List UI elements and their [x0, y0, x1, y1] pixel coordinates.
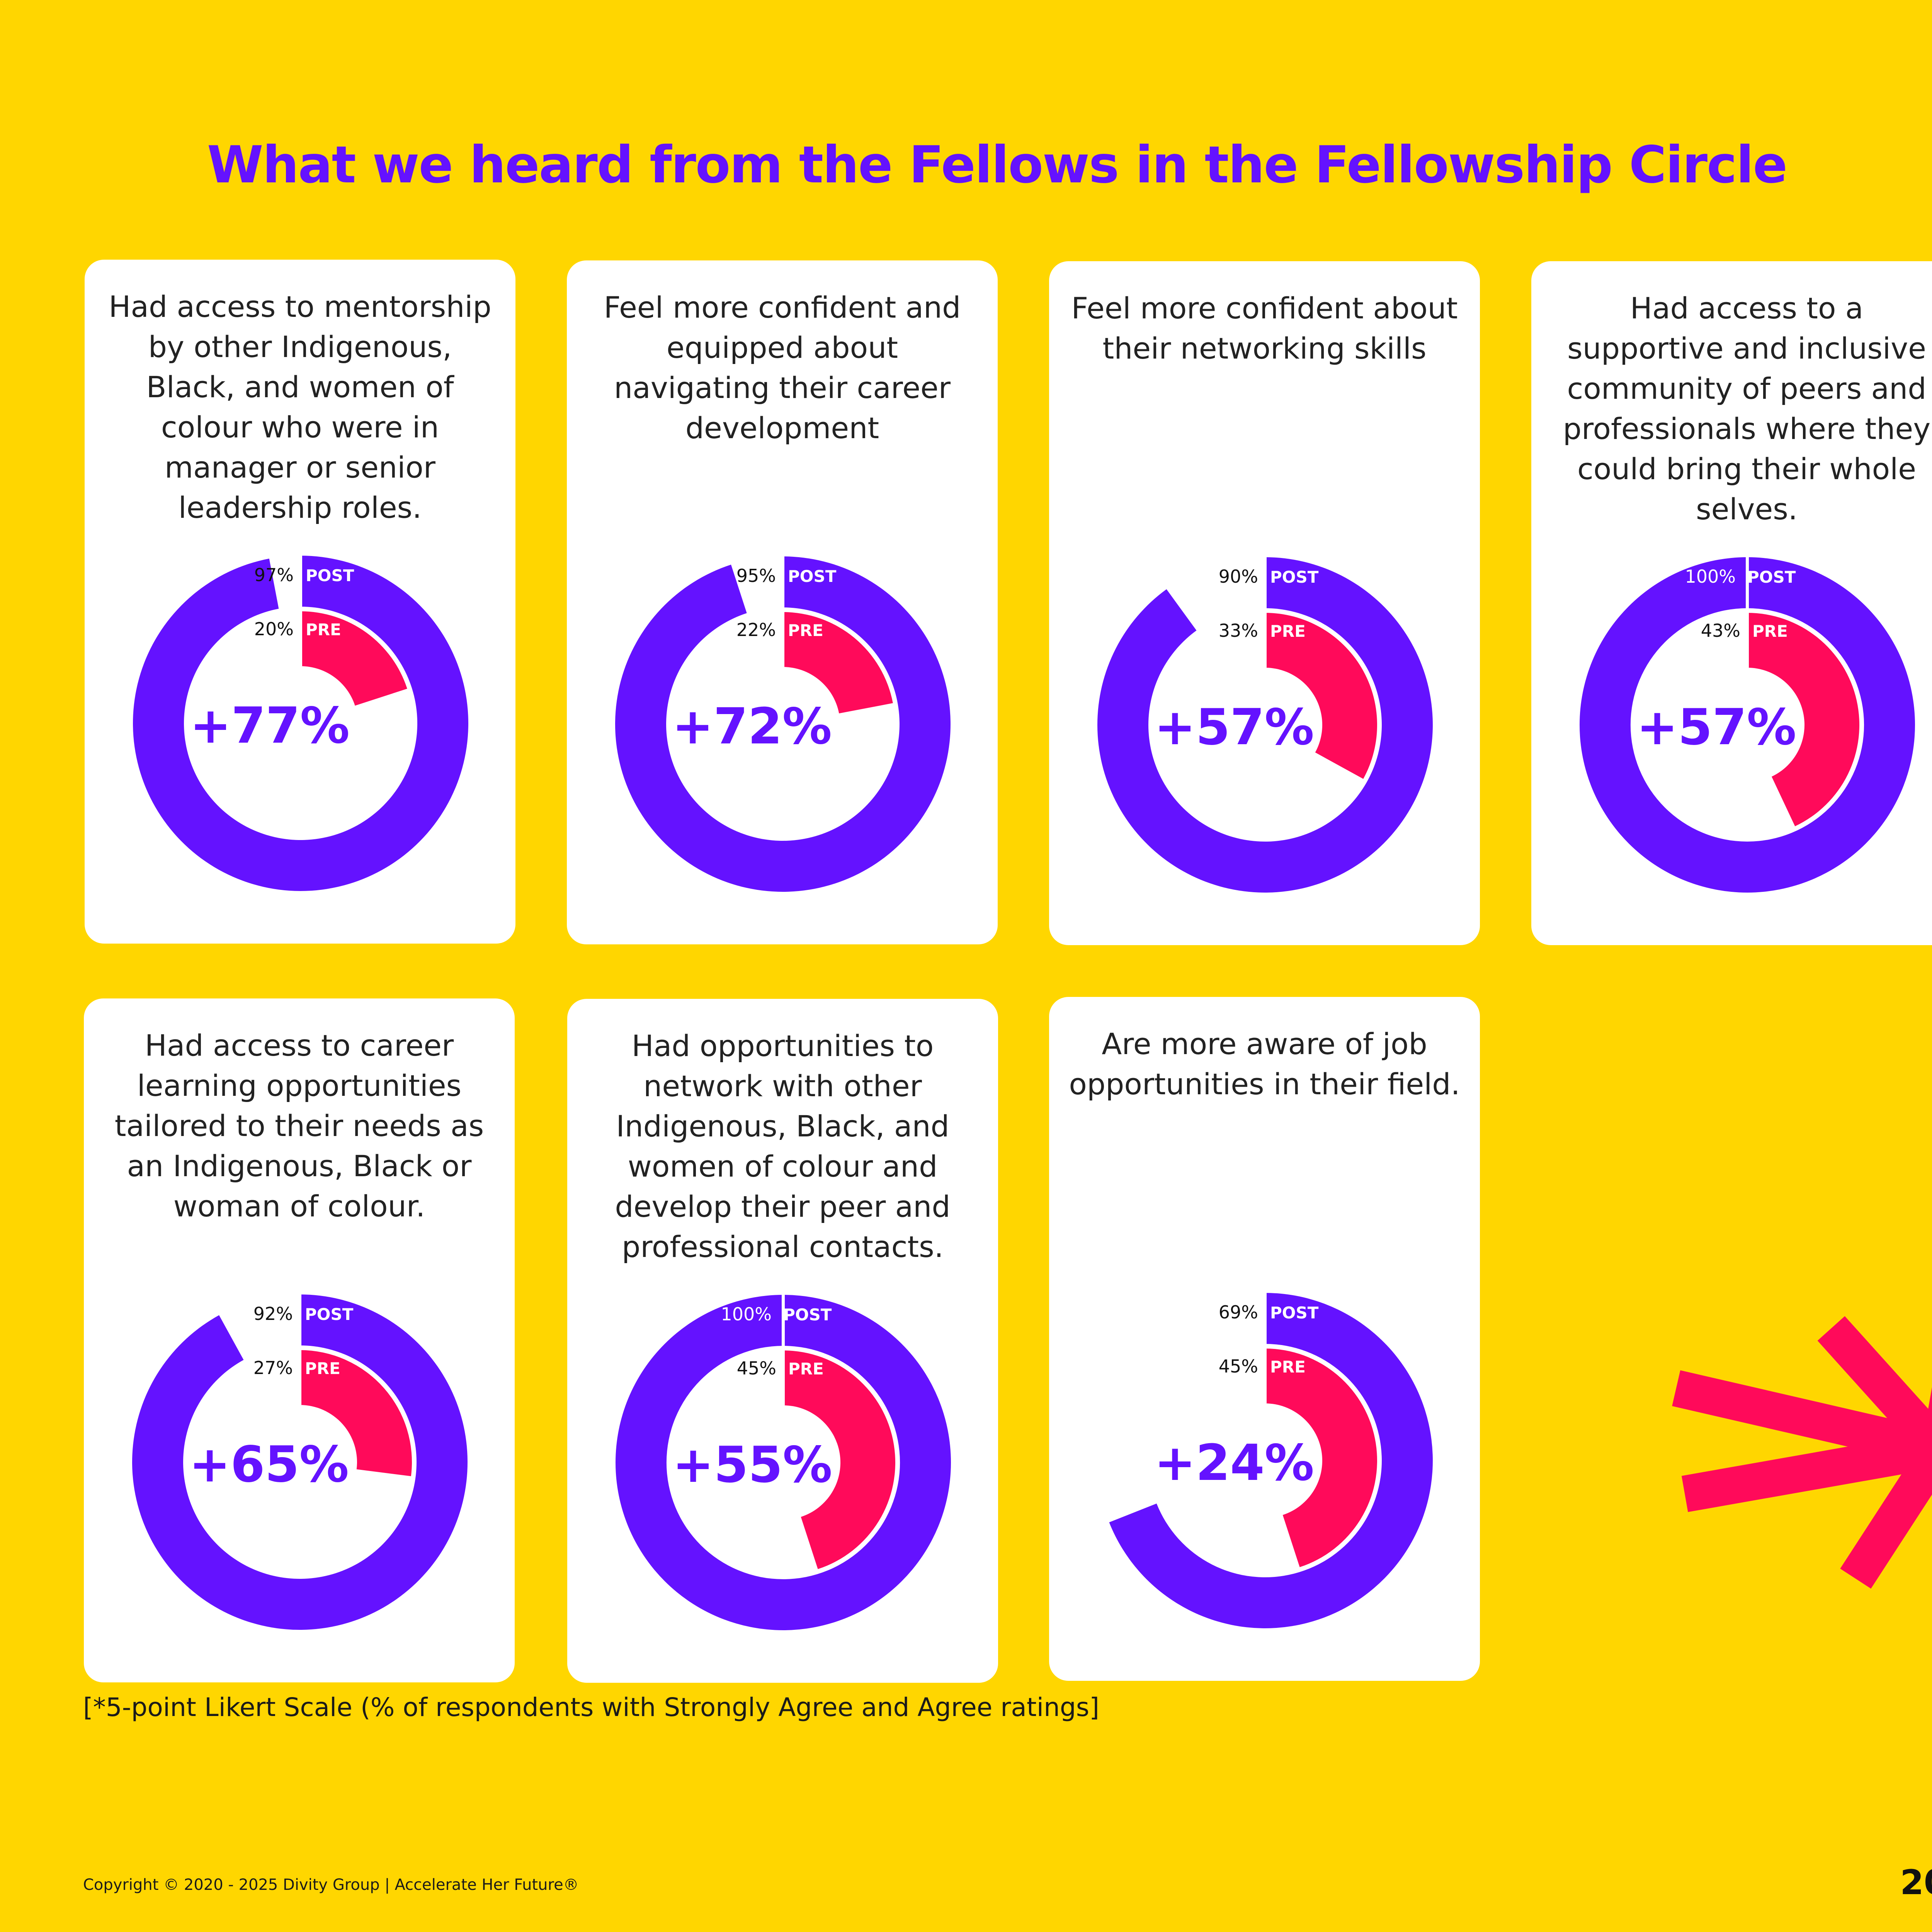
- change-value: +77%: [190, 697, 350, 755]
- post-label: POST: [1270, 568, 1319, 587]
- post-percent-label: 90%: [1219, 566, 1258, 587]
- pre-percent-label: 33%: [1219, 620, 1258, 641]
- donut-chart: 92% POST 27% PRE +65%: [130, 1292, 470, 1632]
- post-arc: [1580, 557, 1915, 893]
- change-value: +57%: [1636, 699, 1796, 756]
- pre-arc: [1265, 613, 1377, 779]
- survey-card: Had access to career learning opportunit…: [84, 998, 515, 1682]
- pre-percent-label: 20%: [254, 619, 294, 639]
- post-label: POST: [788, 567, 837, 586]
- pre-arc: [1747, 613, 1859, 827]
- card-statement: Feel more confident about their networki…: [1071, 291, 1458, 366]
- donut-chart: 100% POST 45% PRE +55%: [613, 1293, 953, 1633]
- post-label: POST: [1270, 1303, 1319, 1322]
- post-arc: [1109, 1293, 1433, 1628]
- pre-label: PRE: [1270, 1357, 1306, 1376]
- pre-percent-label: 43%: [1701, 620, 1740, 641]
- pre-label: PRE: [1752, 622, 1788, 641]
- post-percent-label: 95%: [736, 565, 776, 586]
- pre-percent-label: 22%: [736, 619, 776, 640]
- survey-card: Had access to a supportive and inclusive…: [1531, 261, 1932, 945]
- post-arc: [133, 556, 468, 891]
- pre-percent-label: 45%: [737, 1358, 776, 1379]
- donut-chart: 95% POST 22% PRE +72%: [613, 554, 953, 894]
- pre-arc: [1265, 1349, 1377, 1567]
- pre-label: PRE: [788, 621, 823, 640]
- change-value: +65%: [189, 1436, 349, 1493]
- post-arc: [132, 1294, 468, 1630]
- card-statement: Are more aware of job opportunities in t…: [1069, 1027, 1460, 1101]
- change-value: +72%: [672, 698, 832, 755]
- donut-chart: 69% POST 45% PRE +24%: [1095, 1291, 1435, 1631]
- survey-card: Feel more confident and equipped about n…: [567, 260, 998, 944]
- pre-label: PRE: [306, 620, 341, 639]
- page-number: 20: [1900, 1862, 1932, 1902]
- post-arc: [616, 1295, 951, 1630]
- pre-percent-label: 27%: [253, 1357, 293, 1378]
- footnote: [*5-point Likert Scale (% of respondents…: [83, 1692, 1099, 1722]
- pre-label: PRE: [1270, 622, 1306, 641]
- survey-card: Had opportunities to network with other …: [567, 999, 998, 1683]
- page-title: What we heard from the Fellows in the Fe…: [207, 135, 1787, 195]
- survey-card: Had access to mentorship by other Indige…: [85, 260, 515, 944]
- pre-arc: [783, 1350, 895, 1569]
- post-label: POST: [306, 566, 354, 585]
- card-statement: Had access to a supportive and inclusive…: [1563, 291, 1931, 526]
- asterisk-ray: [1681, 1432, 1932, 1512]
- post-percent-label: 92%: [253, 1303, 293, 1324]
- post-arc: [1097, 557, 1433, 893]
- post-arc: [615, 556, 951, 892]
- pre-arc: [783, 612, 893, 714]
- pre-label: PRE: [788, 1359, 824, 1378]
- survey-card: Are more aware of job opportunities in t…: [1049, 997, 1480, 1681]
- pre-percent-label: 45%: [1219, 1356, 1258, 1377]
- donut-chart: 97% POST 20% PRE +77%: [131, 553, 471, 893]
- pre-arc: [300, 1350, 412, 1476]
- post-label: POST: [783, 1305, 832, 1324]
- post-percent-label: 97%: [254, 565, 294, 585]
- post-label: POST: [305, 1305, 354, 1324]
- pre-arc: [301, 611, 407, 706]
- card-statement: Had opportunities to network with other …: [615, 1029, 951, 1264]
- copyright: Copyright © 2020 - 2025 Divity Group | A…: [83, 1876, 579, 1894]
- asterisk-ray: [1840, 1439, 1932, 1589]
- donut-chart: 100% POST 43% PRE +57%: [1577, 555, 1917, 895]
- change-value: +24%: [1154, 1434, 1314, 1492]
- post-percent-label: 69%: [1219, 1302, 1258, 1323]
- card-statement: Had access to career learning opportunit…: [114, 1028, 484, 1223]
- pre-label: PRE: [305, 1359, 340, 1378]
- survey-card: Feel more confident about their networki…: [1049, 261, 1480, 945]
- post-percent-label: 100%: [721, 1304, 772, 1325]
- change-value: +55%: [672, 1436, 832, 1494]
- post-percent-label: 100%: [1685, 566, 1736, 587]
- asterisk-burst-icon: [1623, 1140, 1932, 1758]
- card-statement: Had access to mentorship by other Indige…: [109, 289, 492, 525]
- change-value: +57%: [1154, 699, 1314, 756]
- card-statement: Feel more confident and equipped about n…: [604, 290, 961, 445]
- post-label: POST: [1747, 568, 1796, 587]
- donut-chart: 90% POST 33% PRE +57%: [1095, 555, 1435, 895]
